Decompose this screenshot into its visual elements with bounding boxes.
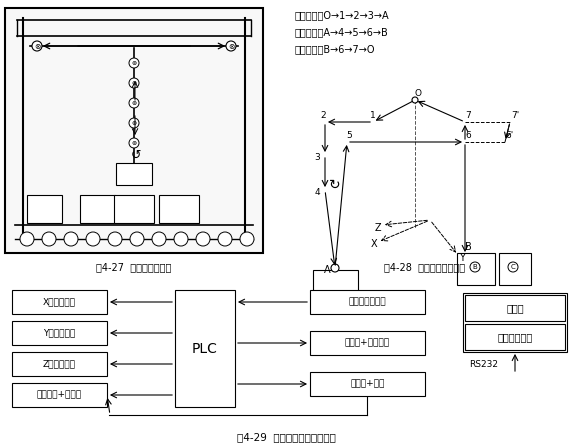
Text: C: C [511, 264, 515, 270]
Bar [12, 290, 107, 314]
Circle shape [86, 232, 100, 246]
Text: Y: Y [459, 253, 465, 263]
Text: 1: 1 [370, 111, 376, 120]
Text: ⊗: ⊗ [34, 42, 40, 51]
Circle shape [20, 232, 34, 246]
Text: ↻: ↻ [329, 178, 341, 192]
Text: 图4-28  码垛动作轨迹示意: 图4-28 码垛动作轨迹示意 [384, 262, 465, 272]
Text: 3: 3 [314, 152, 320, 161]
Text: PLC: PLC [192, 341, 218, 356]
Text: 电磁阀+旋转气缸: 电磁阀+旋转气缸 [345, 339, 390, 348]
Bar [465, 324, 565, 350]
Text: X: X [371, 239, 377, 249]
Text: ⊗: ⊗ [131, 121, 136, 125]
Text: 图4-29  码垛机测控系统结构图: 图4-29 码垛机测控系统结构图 [237, 432, 335, 442]
Text: 返回路线：B→6→7→O: 返回路线：B→6→7→O [295, 44, 375, 54]
Circle shape [196, 232, 210, 246]
Text: 图4-27  码垛机结构示意: 图4-27 码垛机结构示意 [96, 262, 172, 272]
Circle shape [129, 118, 139, 128]
Circle shape [218, 232, 232, 246]
Text: 搬货路线：A→4→5→6→B: 搬货路线：A→4→5→6→B [295, 27, 388, 37]
Text: ⊗: ⊗ [131, 141, 136, 146]
Circle shape [174, 232, 188, 246]
Bar [159, 195, 199, 223]
Text: 7: 7 [465, 111, 471, 120]
Circle shape [226, 41, 236, 51]
Text: 取货路线：O→1→2→3→A: 取货路线：O→1→2→3→A [295, 10, 390, 20]
Text: 7': 7' [511, 111, 519, 120]
Bar [114, 195, 154, 223]
Circle shape [412, 97, 418, 103]
Text: 系列位置传感器: 系列位置传感器 [349, 297, 386, 306]
Bar [12, 383, 107, 407]
Circle shape [331, 264, 339, 272]
Text: ↺: ↺ [131, 148, 142, 161]
Text: ⊗: ⊗ [131, 60, 136, 65]
Text: 5: 5 [346, 130, 352, 139]
Text: 上位监控软件: 上位监控软件 [497, 332, 533, 342]
Bar [80, 195, 115, 223]
Text: ⊗: ⊗ [228, 42, 234, 51]
Text: 4: 4 [314, 188, 320, 197]
Bar [12, 321, 107, 345]
Bar [27, 195, 62, 223]
Text: O: O [414, 89, 422, 98]
Bar [310, 331, 425, 355]
Text: 电磁阀+吸盘: 电磁阀+吸盘 [350, 379, 384, 388]
Bar [310, 290, 425, 314]
Bar [175, 290, 235, 407]
Text: Y轴伺服电机: Y轴伺服电机 [44, 328, 76, 337]
Circle shape [129, 58, 139, 68]
Circle shape [129, 138, 139, 148]
Circle shape [64, 232, 78, 246]
Circle shape [129, 98, 139, 108]
Text: 触摸屏: 触摸屏 [506, 303, 524, 313]
Bar [116, 163, 152, 185]
Bar [12, 352, 107, 376]
Text: Z轴伺服电机: Z轴伺服电机 [43, 359, 76, 369]
Circle shape [508, 262, 518, 272]
Text: Z: Z [375, 223, 381, 233]
Text: 6: 6 [465, 130, 471, 139]
Circle shape [32, 41, 42, 51]
Circle shape [130, 232, 144, 246]
Bar [310, 372, 425, 396]
Text: A: A [324, 265, 330, 275]
Text: ⊗: ⊗ [131, 100, 136, 105]
Text: 2: 2 [320, 111, 326, 120]
Circle shape [470, 262, 480, 272]
Bar [313, 270, 358, 305]
Circle shape [240, 232, 254, 246]
Bar [499, 253, 531, 285]
Text: B: B [473, 264, 477, 270]
Bar [463, 293, 567, 352]
Text: RS232: RS232 [469, 359, 498, 369]
Text: 6': 6' [506, 130, 514, 139]
Circle shape [108, 232, 122, 246]
Circle shape [129, 78, 139, 88]
Circle shape [152, 232, 166, 246]
Text: ⊗: ⊗ [131, 81, 136, 86]
Bar [5, 8, 263, 253]
Bar [457, 253, 495, 285]
Circle shape [42, 232, 56, 246]
Bar [465, 295, 565, 321]
Text: 交流电机+变频器: 交流电机+变频器 [37, 391, 82, 400]
Text: X轴伺服电机: X轴伺服电机 [43, 297, 76, 306]
Text: B: B [465, 242, 472, 252]
